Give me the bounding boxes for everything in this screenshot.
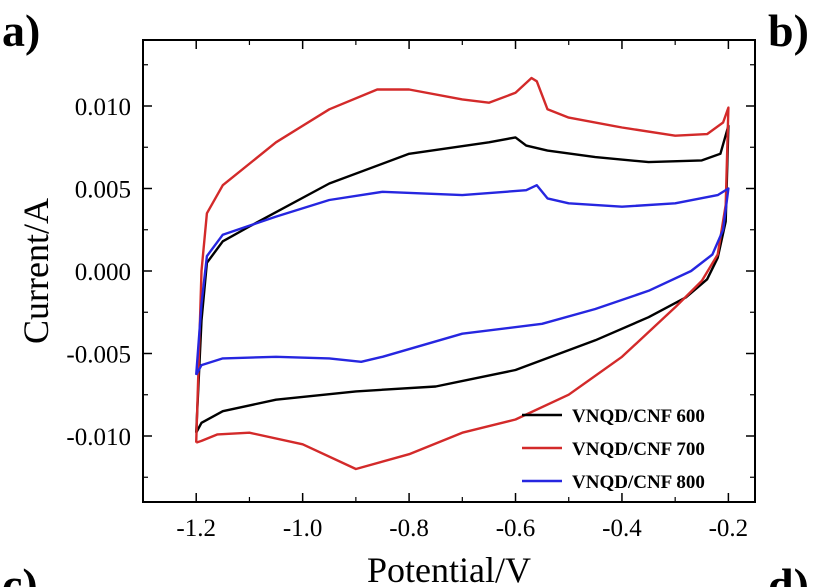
panel-label-b: b) bbox=[768, 5, 809, 56]
panel-label-d: d) bbox=[768, 559, 809, 587]
legend-label-3: VNQD/CNF 800 bbox=[572, 472, 705, 493]
x-tick-label: -1.0 bbox=[283, 515, 323, 542]
series-line-2 bbox=[195, 76, 730, 471]
series-line-1 bbox=[195, 124, 730, 434]
axis-ticks bbox=[143, 40, 755, 502]
y-tick-label: 0.005 bbox=[75, 177, 131, 204]
y-tick-label: 0.010 bbox=[75, 94, 131, 121]
series-line-3 bbox=[195, 184, 730, 376]
x-tick-label: -0.4 bbox=[602, 515, 642, 542]
y-tick-label: -0.010 bbox=[66, 424, 131, 451]
legend-label-1: VNQD/CNF 600 bbox=[572, 406, 705, 427]
x-axis-title: Potential/V bbox=[367, 550, 531, 587]
x-tick-label: -1.2 bbox=[176, 515, 216, 542]
x-tick-labels: -1.2 -1.0 -0.8 -0.6 -0.4 -0.2 bbox=[176, 515, 748, 542]
x-tick-label: -0.8 bbox=[389, 515, 429, 542]
panel-label-c: c) bbox=[2, 559, 38, 587]
x-tick-label: -0.6 bbox=[496, 515, 536, 542]
y-tick-labels: 0.010 0.005 0.000 -0.005 -0.010 bbox=[66, 94, 131, 451]
legend: VNQD/CNF 600 VNQD/CNF 700 VNQD/CNF 800 bbox=[522, 406, 705, 493]
panel-label-a: a) bbox=[2, 5, 40, 56]
x-tick-label: -0.2 bbox=[709, 515, 749, 542]
series-group bbox=[195, 76, 730, 471]
y-axis-title: Current/A bbox=[16, 198, 56, 344]
y-tick-label: -0.005 bbox=[66, 342, 131, 369]
y-tick-label: 0.000 bbox=[75, 259, 131, 286]
legend-label-2: VNQD/CNF 700 bbox=[572, 439, 705, 460]
